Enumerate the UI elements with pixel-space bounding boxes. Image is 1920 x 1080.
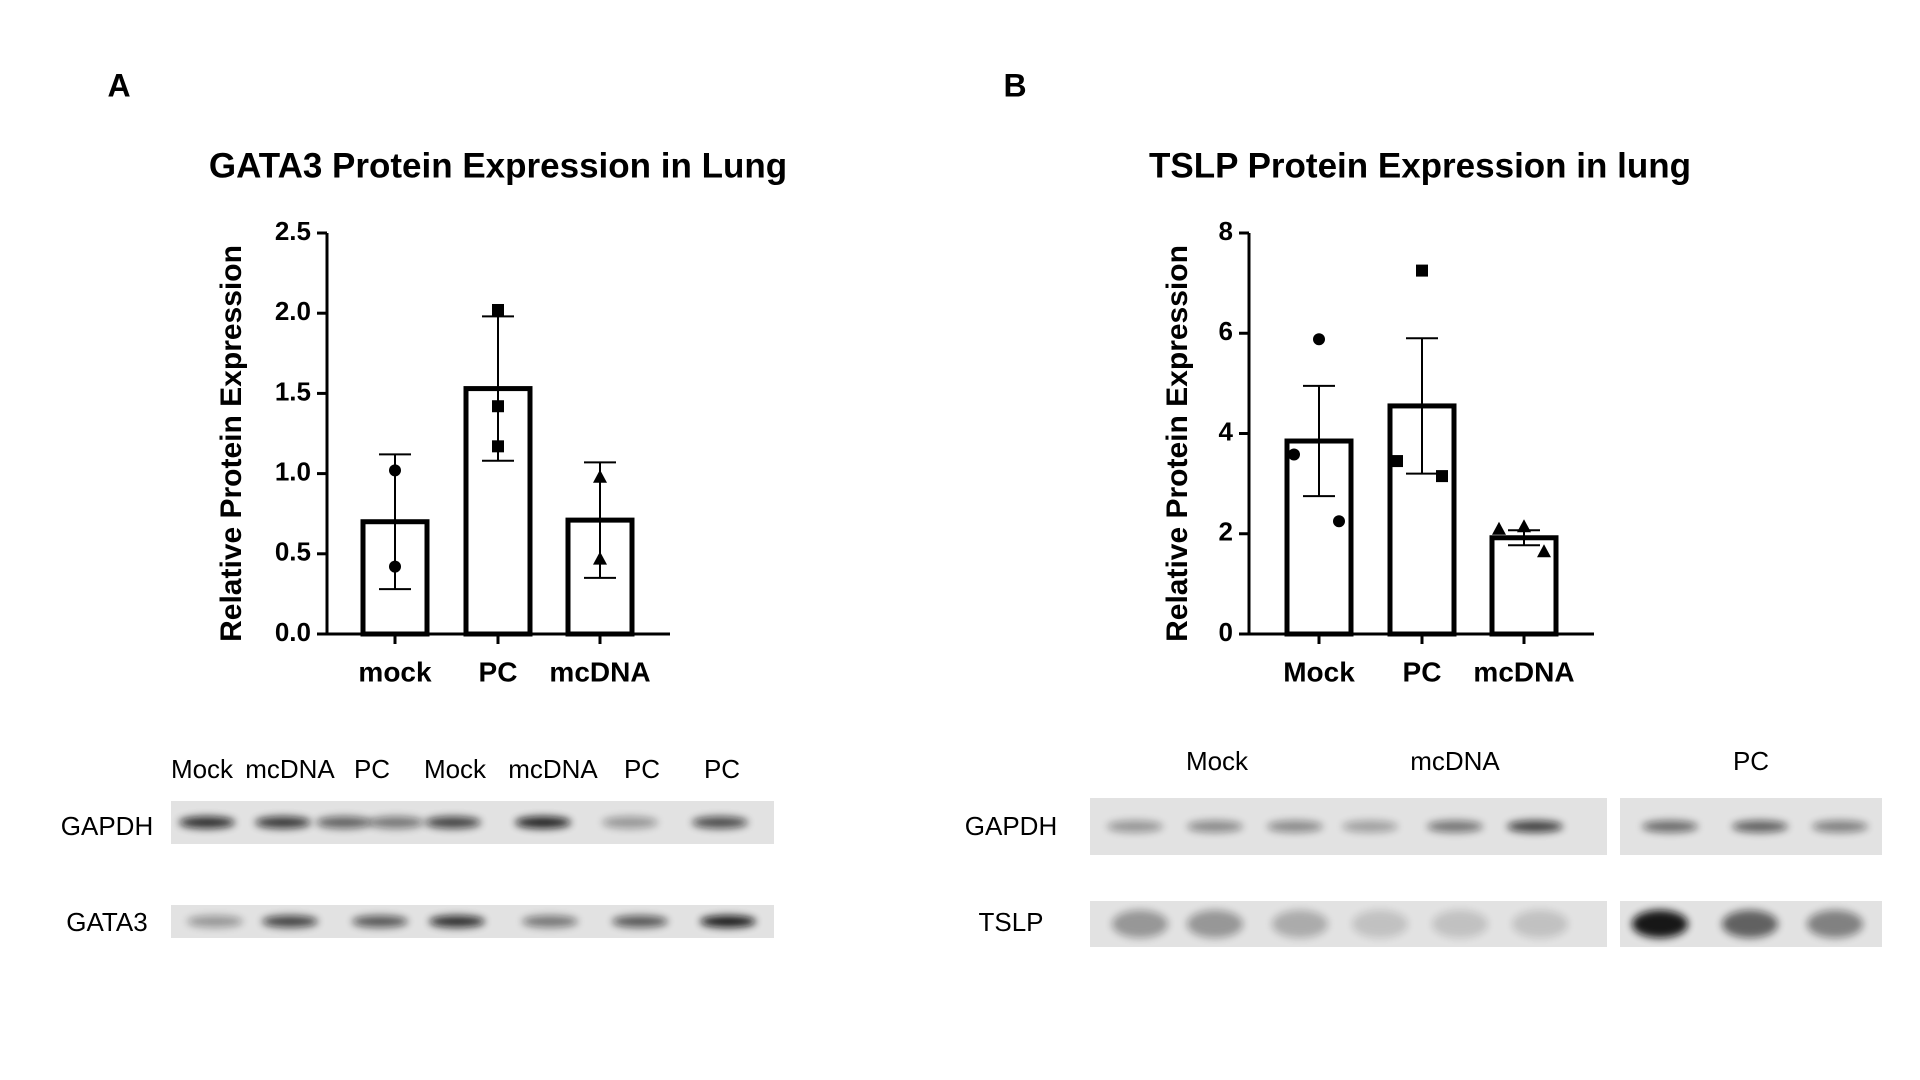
blot-band [1807,910,1863,938]
lane-label: mcDNA [508,754,598,784]
row-label: GAPDH [61,811,153,841]
blot-band [187,915,243,928]
blot-band [1432,910,1488,938]
y-tick-label: 0 [1219,617,1233,647]
row-label: GAPDH [965,811,1057,841]
y-tick-label: 0.0 [275,617,311,647]
blot-band [316,816,372,829]
data-point [1333,515,1345,528]
data-point [492,303,504,316]
error-bar [1406,337,1438,475]
lane-label: PC [624,754,660,784]
y-tick-label: 6 [1219,316,1233,346]
blot-band [602,816,658,829]
lane-label: mcDNA [245,754,335,784]
blot-band [352,915,408,928]
data-point [389,464,401,477]
data-point [1416,264,1428,277]
y-tick-label: 2 [1219,517,1233,547]
y-tick-label: 0.5 [275,537,311,567]
data-point [593,469,607,483]
error-bar [482,315,514,462]
blot-band [1272,910,1328,938]
blot-band [1187,910,1243,938]
data-point [492,400,504,413]
y-tick-label: 2.5 [275,216,311,246]
blot-band [1512,910,1568,938]
y-tick-label: 1.5 [275,376,311,406]
blot-band [1812,820,1868,833]
x-tick-label: Mock [1283,656,1355,687]
blot-band [368,816,424,829]
chart-title: TSLP Protein Expression in lung [1149,146,1691,185]
y-tick-label: 2.0 [275,296,311,326]
y-tick-label: 8 [1219,216,1233,246]
data-point [1313,333,1325,346]
lane-label: PC [354,754,390,784]
x-tick-label: PC [1403,656,1442,687]
data-point [1436,470,1448,483]
blot-band [1507,820,1563,833]
blot-band [612,915,668,928]
data-point [1517,519,1531,533]
blot-band [692,816,748,829]
blot-band [1267,820,1323,833]
data-point [1492,521,1506,535]
blot-band [1107,820,1163,833]
blot-band [700,915,756,928]
x-tick-label: mcDNA [1473,656,1574,687]
row-label: TSLP [978,907,1043,937]
y-tick-label: 1.0 [275,456,311,486]
lane-label: mcDNA [1410,746,1500,776]
blot-band [425,816,481,829]
error-bar [1303,384,1335,498]
row-label: GATA3 [66,907,147,937]
blot-band [1722,910,1778,938]
lane-label: Mock [171,754,234,784]
data-point [1391,455,1403,468]
blot-band [429,915,485,928]
lane-label: PC [1733,746,1769,776]
y-axis-label: Relative Protein Expression [1161,245,1194,642]
x-tick-label: PC [479,656,518,687]
panel-label: A [107,67,130,103]
blot-band [515,816,571,829]
blot-band [179,816,235,829]
blot-band [1427,820,1483,833]
blot-band [1352,910,1408,938]
x-tick-label: mcDNA [549,656,650,687]
lane-label: Mock [424,754,487,784]
blot-band [1342,820,1398,833]
x-tick-label: mock [358,656,432,687]
blot-band [522,915,578,928]
data-point [389,560,401,573]
lane-label: Mock [1186,746,1249,776]
chart-title: GATA3 Protein Expression in Lung [209,146,787,185]
y-axis-label: Relative Protein Expression [215,245,248,642]
blot-band [1112,910,1168,938]
blot-band [1732,820,1788,833]
data-point [1537,544,1551,558]
blot-band [1632,910,1688,938]
panel-label: B [1003,67,1026,103]
blot-band [262,915,318,928]
blot-band [1642,820,1698,833]
data-point [1288,448,1300,461]
blot-band [255,816,311,829]
blot-band [1187,820,1243,833]
data-point [593,551,607,565]
y-tick-label: 4 [1219,416,1234,446]
data-point [492,440,504,453]
lane-label: PC [704,754,740,784]
